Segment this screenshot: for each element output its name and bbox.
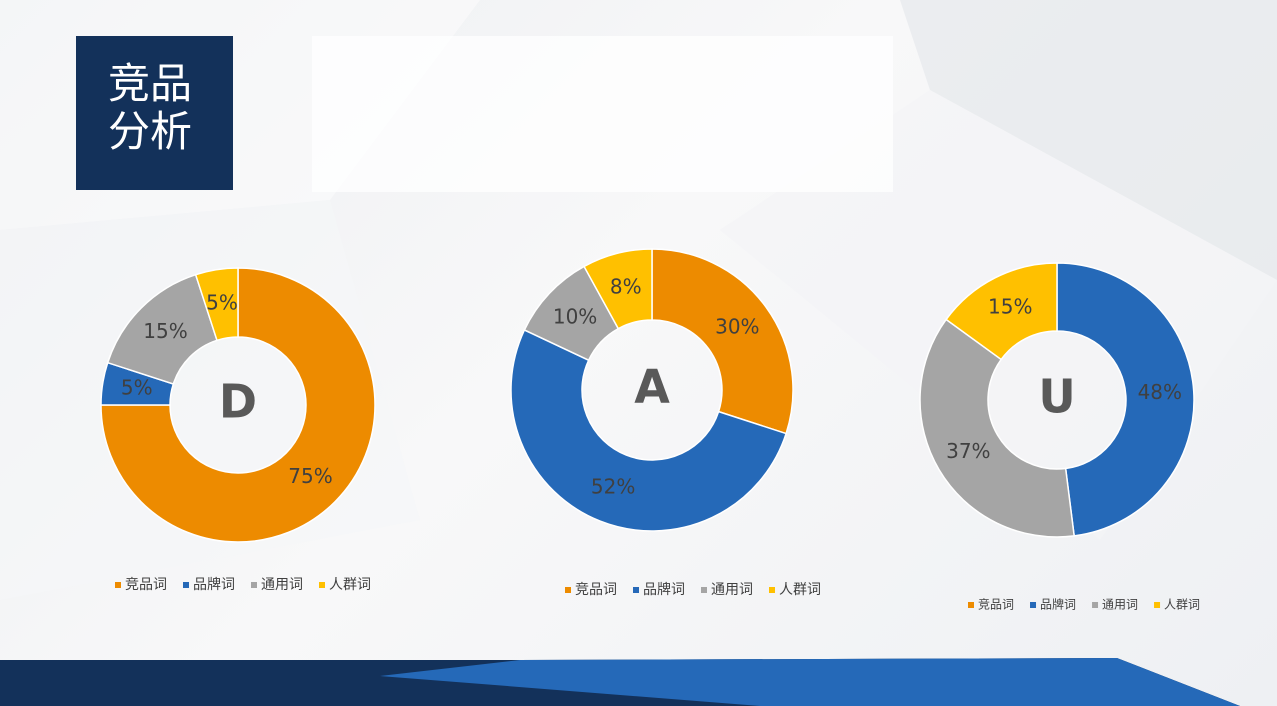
legend-label: 品牌词 bbox=[643, 581, 685, 598]
legend-marker bbox=[633, 587, 639, 593]
legend-label: 竞品词 bbox=[575, 581, 617, 598]
donut-slice bbox=[945, 262, 1058, 361]
legend-marker bbox=[115, 582, 121, 588]
legend-label: 通用词 bbox=[1102, 598, 1138, 612]
donut-slice bbox=[1056, 262, 1195, 537]
text-placeholder bbox=[312, 36, 893, 192]
center-label: D bbox=[219, 375, 257, 429]
data-label: 75% bbox=[288, 464, 332, 488]
title-box: 竞品分析 bbox=[76, 36, 233, 190]
legend-marker bbox=[565, 587, 571, 593]
data-label: 15% bbox=[988, 295, 1032, 319]
legend-marker bbox=[1092, 602, 1099, 608]
data-label: 52% bbox=[591, 475, 635, 499]
legend-marker bbox=[251, 582, 257, 588]
data-label: 8% bbox=[610, 274, 642, 298]
legend-marker bbox=[1154, 602, 1161, 608]
legend-marker bbox=[968, 602, 974, 608]
legend-label: 品牌词 bbox=[193, 576, 235, 593]
legend-label: 竞品词 bbox=[978, 598, 1014, 612]
donut-slice bbox=[651, 248, 794, 435]
legend-label: 通用词 bbox=[711, 582, 753, 598]
donut-slice bbox=[583, 248, 653, 330]
data-label: 37% bbox=[946, 439, 990, 463]
legend-label: 人群词 bbox=[779, 582, 821, 598]
donut-slice bbox=[510, 328, 788, 532]
legend-marker bbox=[1030, 602, 1037, 608]
bg-shape bbox=[900, 0, 1277, 280]
legend-marker bbox=[319, 582, 325, 588]
center-label: A bbox=[634, 360, 670, 414]
bottom-accent bbox=[380, 658, 1240, 706]
donut-slice bbox=[194, 267, 239, 342]
legend-label: 人群词 bbox=[329, 577, 371, 593]
data-label: 15% bbox=[143, 319, 187, 343]
legend-marker bbox=[701, 587, 707, 593]
donut-slice bbox=[100, 267, 376, 543]
data-label: 5% bbox=[121, 375, 153, 399]
legend-label: 人群词 bbox=[1164, 598, 1200, 612]
center-label: U bbox=[1038, 370, 1075, 424]
data-label: 5% bbox=[206, 290, 238, 314]
data-label: 30% bbox=[715, 314, 759, 338]
slide-title: 竞品分析 bbox=[108, 59, 193, 156]
legend-marker bbox=[183, 582, 189, 588]
legend-label: 通用词 bbox=[261, 577, 303, 593]
data-label: 48% bbox=[1138, 380, 1182, 404]
legend-marker bbox=[769, 587, 775, 593]
data-label: 10% bbox=[553, 304, 597, 328]
legend-label: 品牌词 bbox=[1040, 598, 1076, 612]
donut-slice bbox=[919, 318, 1076, 538]
legend-label: 竞品词 bbox=[125, 576, 167, 593]
